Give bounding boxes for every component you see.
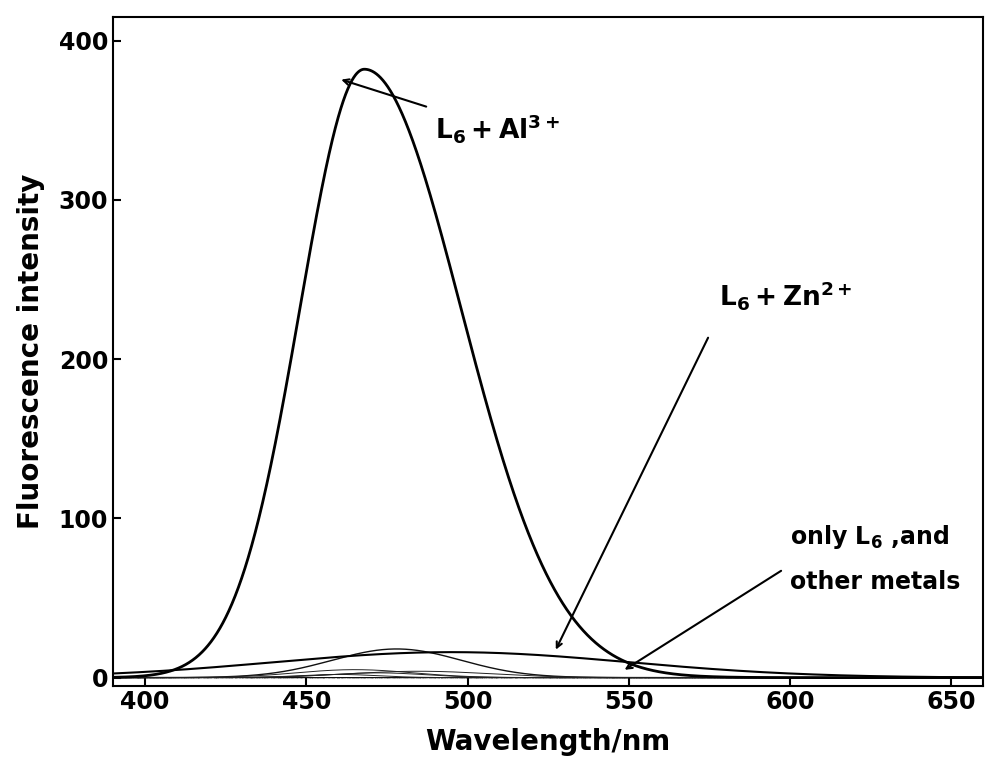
X-axis label: Wavelength/nm: Wavelength/nm	[425, 728, 671, 756]
Text: only $\mathbf{L_6}$ ,and: only $\mathbf{L_6}$ ,and	[790, 523, 949, 551]
Text: other metals: other metals	[790, 570, 960, 594]
Text: $\mathbf{L_6+Al^{3+}}$: $\mathbf{L_6+Al^{3+}}$	[435, 112, 560, 145]
Y-axis label: Fluorescence intensity: Fluorescence intensity	[17, 173, 45, 529]
Text: $\mathbf{L_6+Zn^{2+}}$: $\mathbf{L_6+Zn^{2+}}$	[719, 279, 852, 312]
